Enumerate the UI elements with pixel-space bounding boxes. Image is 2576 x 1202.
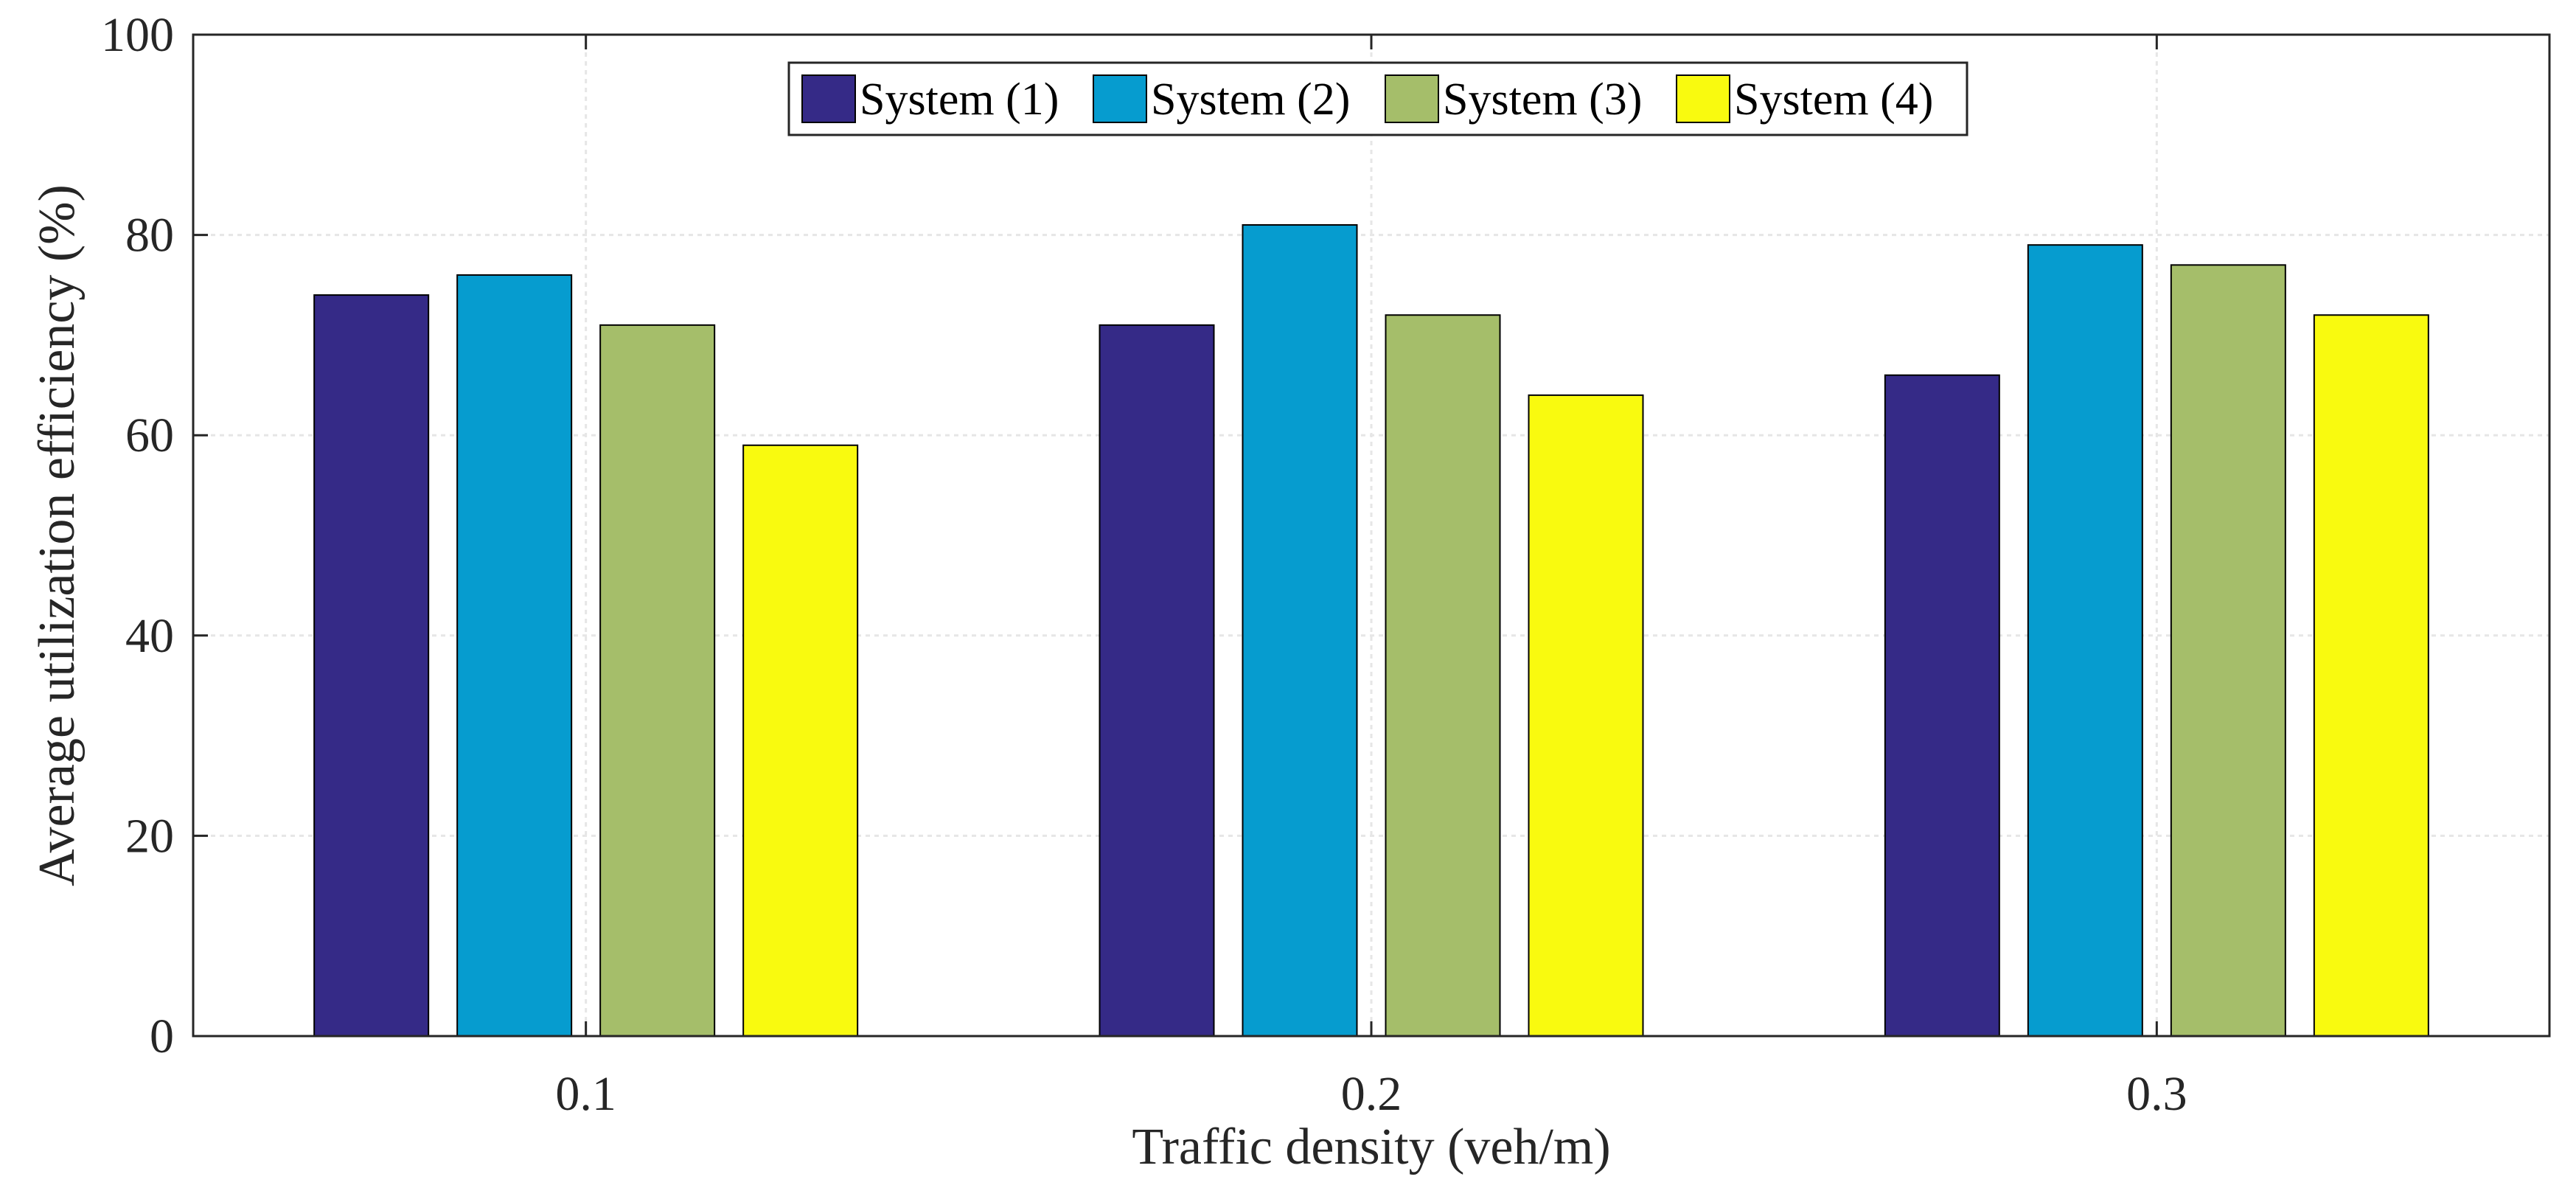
legend-box [787,61,1968,136]
legend-label: System (4) [1734,74,1933,125]
axes [192,33,2551,1038]
y-tick-label: 0 [150,1010,174,1063]
x-tick-label: 0.3 [2126,1067,2187,1121]
bar-system-4-0_1 [742,444,859,1037]
bar-system-2-0_2 [1242,224,1358,1037]
x-axis-label: Traffic density (veh/m) [1132,1119,1610,1175]
bar-system-1-0_2 [1099,324,1215,1037]
y-tick-label: 100 [101,8,174,62]
legend-label: System (3) [1443,74,1642,125]
legend-swatch [1093,74,1147,123]
tick-labels: 0 20 40 60 80 100 0.1 0.2 0.3 [101,8,2187,1121]
bar-system-4-0_2 [1528,394,1644,1037]
bar-system-4-0_3 [2313,314,2429,1037]
legend: System (1) System (2) System (3) System (4) [787,61,1968,136]
x-tick-label: 0.2 [1341,1067,1402,1121]
x-tick-label: 0.1 [555,1067,616,1121]
bar-system-1-0_3 [1884,374,2000,1038]
bar-system-3-0_1 [599,324,716,1037]
bar-system-3-0_3 [2170,264,2286,1038]
legend-label: System (1) [860,74,1059,125]
bar-system-3-0_2 [1385,314,1501,1037]
y-tick-label: 20 [125,809,174,863]
bar-system-1-0_1 [313,294,430,1037]
legend-swatch [1676,74,1730,123]
bar-system-2-0_3 [2027,244,2143,1037]
y-tick-label: 80 [125,209,174,263]
legend-swatch [801,74,856,123]
plot-frame [192,33,2551,1038]
y-tick-label: 60 [125,409,174,462]
y-axis-label: Average utilization efficiency (%) [29,184,86,886]
legend-label: System (2) [1151,74,1350,125]
grid [193,35,2549,1036]
bar-system-2-0_1 [456,274,573,1037]
legend-swatch [1385,74,1439,123]
bars [313,224,2429,1038]
y-tick-label: 40 [125,609,174,663]
